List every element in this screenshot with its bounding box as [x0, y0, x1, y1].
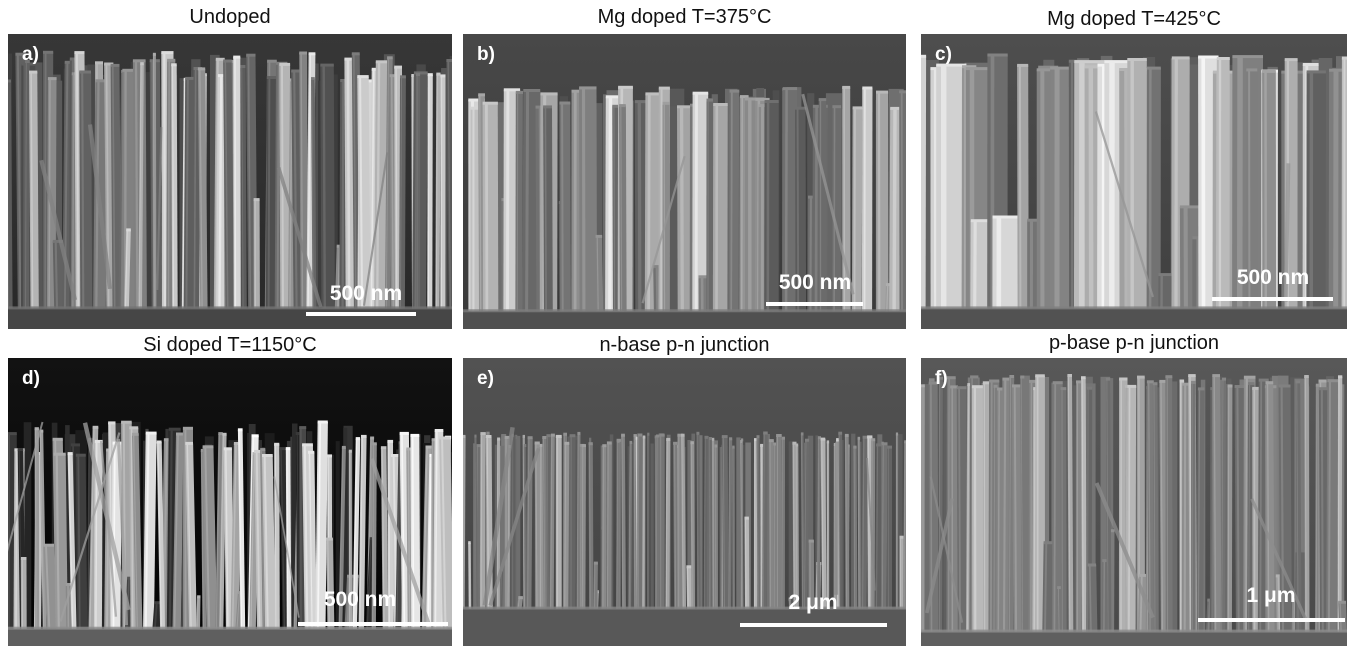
panel-c-title: Mg doped T=425°C	[1047, 8, 1221, 30]
sem-image-b	[463, 34, 906, 329]
panel-f-scalebar	[1198, 618, 1345, 622]
panel-c-scalebar	[1212, 297, 1333, 301]
panel-a: a) 500 nm	[8, 34, 452, 329]
panel-d-title: Si doped T=1150°C	[143, 334, 317, 356]
panel-b-letter: b)	[477, 44, 495, 65]
panel-b-scalebar-label: 500 nm	[778, 271, 852, 294]
sem-image-e	[463, 358, 906, 646]
panel-c-scalebar-label: 500 nm	[1236, 266, 1310, 289]
panel-a-letter: a)	[22, 44, 39, 65]
panel-d-scalebar	[298, 622, 448, 626]
panel-c-letter: c)	[935, 44, 952, 65]
sem-image-c	[921, 34, 1347, 329]
panel-b-scalebar	[766, 302, 863, 306]
panel-e-title: n-base p-n junction	[599, 334, 770, 356]
panel-e-scalebar-label: 2 μm	[788, 591, 838, 614]
panel-a-title: Undoped	[189, 6, 271, 28]
panel-f-title: p-base p-n junction	[1048, 332, 1220, 354]
panel-f-scalebar-label: 1 μm	[1246, 584, 1296, 607]
sem-image-d	[8, 358, 452, 646]
panel-d: d) 500 nm	[8, 358, 452, 646]
panel-b: b) 500 nm	[463, 34, 906, 329]
panel-f: f) 1 μm	[921, 358, 1347, 646]
panel-f-letter: f)	[935, 368, 948, 389]
panel-a-scalebar	[306, 312, 416, 316]
panel-b-title: Mg doped T=375°C	[597, 6, 772, 28]
sem-image-f	[921, 358, 1347, 646]
panel-d-scalebar-label: 500 nm	[323, 588, 397, 611]
sem-image-a	[8, 34, 452, 329]
panel-e-letter: e)	[477, 368, 494, 389]
panel-c: c) 500 nm	[921, 34, 1347, 329]
panel-e: e) 2 μm	[463, 358, 906, 646]
panel-a-scalebar-label: 500 nm	[329, 282, 403, 305]
panel-d-letter: d)	[22, 368, 40, 389]
panel-e-scalebar	[740, 623, 887, 627]
